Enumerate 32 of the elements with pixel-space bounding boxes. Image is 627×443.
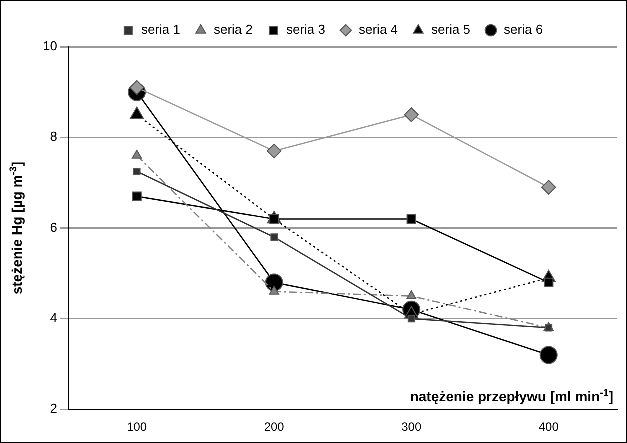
point [269, 286, 280, 295]
point [133, 168, 141, 176]
point [544, 278, 554, 288]
x-tick-label: 400 [538, 420, 560, 434]
y-tick-label: 8 [50, 129, 58, 144]
point [545, 324, 553, 332]
point [130, 80, 144, 96]
point [266, 144, 282, 159]
x-tick-label: 300 [402, 420, 422, 434]
point [404, 108, 420, 122]
point [132, 192, 142, 202]
legend-label: seria 3 [286, 22, 326, 38]
point [406, 290, 417, 300]
legend-label: seria 5 [432, 22, 471, 38]
point [132, 150, 142, 159]
point [406, 214, 416, 224]
y-tick-label: 4 [50, 310, 58, 326]
legend-label: seria 4 [359, 22, 398, 38]
point [270, 234, 278, 242]
point [408, 315, 416, 323]
y-tick-label: 6 [50, 220, 58, 235]
y-axis-title: stężenie Hg [µg m-3] [8, 162, 25, 295]
legend-label: seria 1 [141, 22, 180, 38]
point [265, 274, 284, 292]
y-tick-label: 10 [42, 38, 58, 54]
legend-label: seria 2 [214, 22, 253, 38]
x-tick-label: 200 [264, 420, 285, 434]
y-tick-label: 2 [50, 401, 58, 416]
x-tick-label: 100 [127, 420, 148, 434]
point [541, 180, 556, 195]
legend-label: seria 6 [504, 22, 544, 38]
point [540, 346, 558, 364]
